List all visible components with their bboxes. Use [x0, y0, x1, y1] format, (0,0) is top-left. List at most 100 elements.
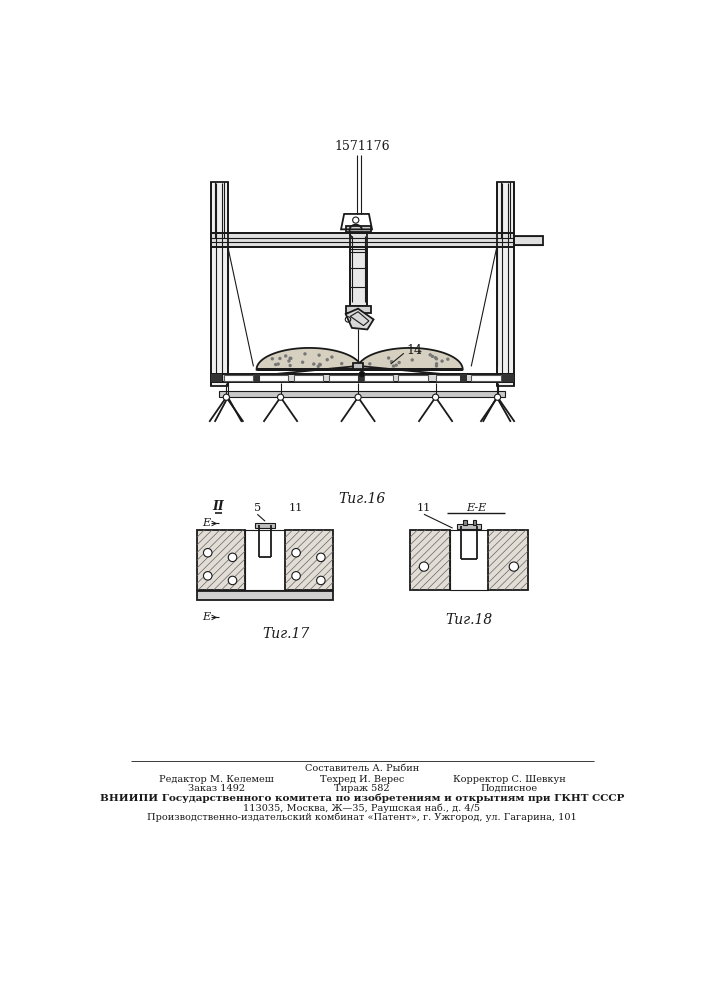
Bar — [472, 375, 501, 381]
Circle shape — [368, 362, 371, 366]
Circle shape — [387, 356, 390, 360]
Bar — [349, 232, 368, 306]
Bar — [514, 235, 543, 245]
Bar — [245, 530, 285, 590]
Bar — [354, 363, 363, 369]
Circle shape — [292, 572, 300, 580]
Circle shape — [288, 357, 292, 360]
Text: Τиг.18: Τиг.18 — [445, 613, 493, 627]
Circle shape — [303, 352, 307, 356]
Circle shape — [204, 549, 212, 557]
Circle shape — [418, 350, 421, 353]
Circle shape — [509, 562, 518, 571]
Circle shape — [397, 361, 401, 364]
Bar — [410, 530, 450, 590]
Text: ВНИИПИ Государственного комитета по изобретениям и открытиям при ГКНТ СССР: ВНИИПИ Государственного комитета по изоб… — [100, 794, 624, 803]
Text: Техред И. Верес: Техред И. Верес — [320, 774, 404, 784]
Bar — [346, 226, 371, 232]
Text: Производственно-издательский комбинат «Патент», г. Ужгород, ул. Гагарина, 101: Производственно-издательский комбинат «П… — [147, 813, 577, 822]
Circle shape — [330, 355, 334, 359]
Text: Тираж 582: Тираж 582 — [334, 784, 390, 793]
Circle shape — [276, 362, 280, 366]
Bar — [293, 375, 323, 381]
Circle shape — [284, 354, 288, 358]
Circle shape — [340, 362, 344, 365]
Circle shape — [228, 576, 237, 585]
Circle shape — [317, 353, 321, 357]
Text: Τиг.17: Τиг.17 — [262, 627, 310, 641]
Circle shape — [228, 553, 237, 562]
Bar — [211, 374, 223, 382]
Circle shape — [292, 549, 300, 557]
Circle shape — [325, 358, 329, 361]
Polygon shape — [357, 348, 462, 369]
Text: Редактор М. Келемеш: Редактор М. Келемеш — [159, 774, 274, 784]
Circle shape — [494, 394, 501, 400]
Text: Составитель А. Рыбин: Составитель А. Рыбин — [305, 764, 419, 773]
Text: 113035, Москва, Ж—35, Раушская наб., д. 4/5: 113035, Москва, Ж—35, Раушская наб., д. … — [243, 804, 481, 813]
Bar — [473, 520, 476, 525]
Circle shape — [355, 394, 361, 400]
Circle shape — [317, 365, 320, 368]
Bar — [488, 530, 528, 590]
Circle shape — [359, 371, 365, 377]
Circle shape — [279, 357, 281, 360]
Text: 1571176: 1571176 — [334, 140, 390, 153]
Circle shape — [390, 360, 393, 363]
Bar — [502, 374, 514, 382]
Bar — [197, 591, 333, 600]
Circle shape — [440, 359, 444, 363]
Bar — [497, 182, 514, 386]
Bar — [358, 374, 364, 382]
Bar — [218, 391, 505, 397]
Bar — [259, 375, 288, 381]
Text: 5: 5 — [254, 503, 261, 513]
Bar — [398, 375, 428, 381]
Bar — [285, 530, 333, 590]
Circle shape — [312, 362, 315, 366]
Circle shape — [318, 363, 322, 367]
Text: 11: 11 — [417, 503, 431, 513]
Bar — [211, 374, 514, 382]
Text: 14: 14 — [406, 344, 422, 358]
Bar — [450, 530, 488, 590]
Circle shape — [419, 562, 428, 571]
Circle shape — [395, 364, 398, 367]
Circle shape — [411, 358, 414, 362]
Text: Подписное: Подписное — [481, 784, 538, 793]
Circle shape — [431, 355, 434, 358]
Circle shape — [289, 357, 293, 360]
Circle shape — [435, 357, 438, 360]
Text: Заказ 1492: Заказ 1492 — [187, 784, 245, 793]
Polygon shape — [346, 309, 373, 329]
Circle shape — [277, 394, 284, 400]
Circle shape — [288, 364, 292, 367]
Text: 11: 11 — [289, 503, 303, 513]
Circle shape — [446, 357, 450, 361]
Bar — [464, 520, 467, 525]
Circle shape — [317, 576, 325, 585]
Circle shape — [392, 364, 395, 368]
Circle shape — [274, 363, 277, 366]
Bar — [329, 375, 358, 381]
Circle shape — [204, 572, 212, 580]
Circle shape — [287, 359, 291, 363]
Text: E: E — [202, 612, 210, 622]
Circle shape — [317, 553, 325, 562]
Circle shape — [435, 364, 438, 368]
Circle shape — [434, 356, 437, 359]
Text: II: II — [213, 500, 224, 513]
Polygon shape — [257, 348, 362, 369]
Text: E-E: E-E — [466, 503, 486, 513]
Bar — [255, 523, 275, 528]
Bar — [224, 375, 253, 381]
Text: E: E — [202, 518, 210, 528]
Bar — [436, 375, 465, 381]
Bar — [211, 182, 228, 386]
Circle shape — [433, 394, 438, 400]
Bar — [460, 374, 467, 382]
Bar — [363, 375, 393, 381]
Circle shape — [271, 357, 274, 360]
Circle shape — [318, 363, 322, 366]
Bar — [346, 306, 371, 312]
